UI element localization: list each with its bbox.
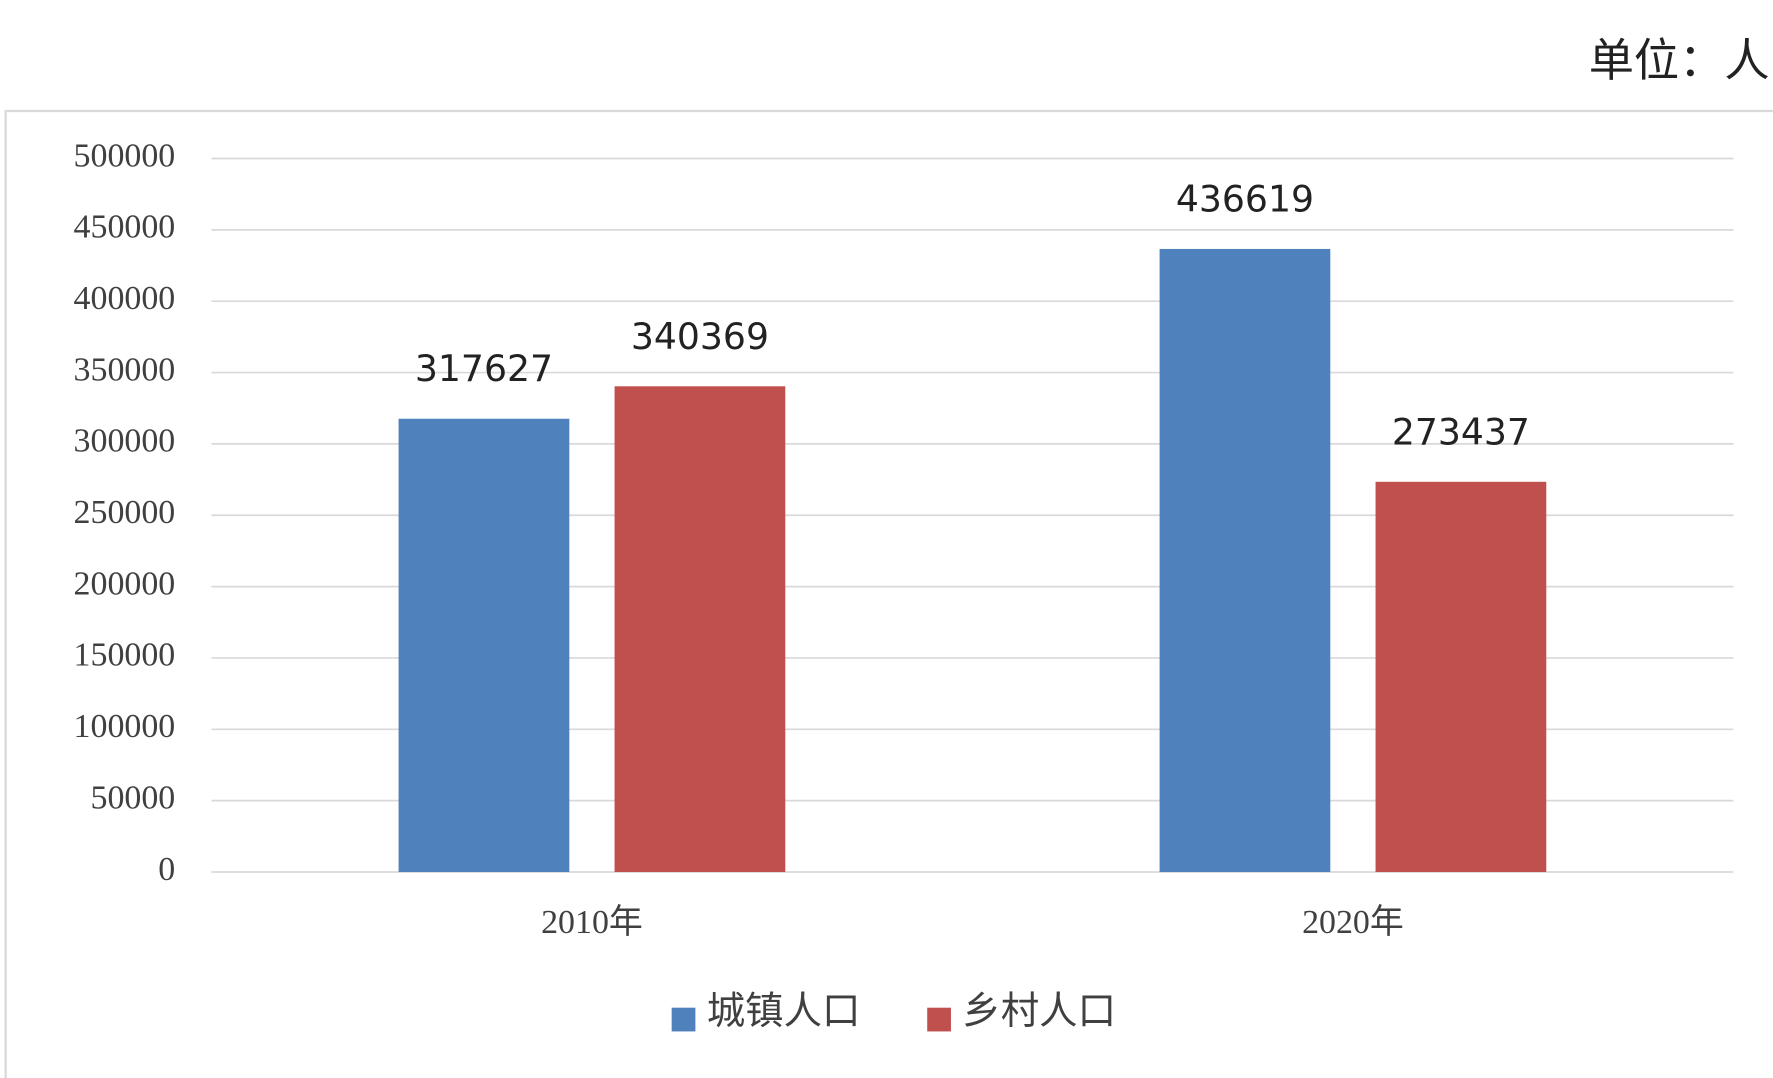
bar: [614, 386, 786, 873]
y-tick-label: 450000: [74, 209, 176, 246]
x-tick-label: 2010年: [541, 903, 643, 941]
legend-swatch: [927, 1007, 951, 1032]
data-label: 273437: [1392, 410, 1530, 453]
y-tick-label: 250000: [74, 494, 176, 531]
y-tick-label: 500000: [74, 137, 176, 174]
y-tick-label: 350000: [74, 351, 176, 388]
x-tick-label: 2020年: [1302, 903, 1404, 941]
bar: [1159, 248, 1331, 873]
data-label: 436619: [1176, 177, 1314, 220]
y-tick-label: 150000: [74, 637, 176, 674]
bar: [1375, 481, 1547, 873]
y-tick-label: 400000: [74, 280, 176, 317]
y-tick-label: 100000: [74, 708, 176, 745]
unit-label: 单位：人: [1589, 34, 1770, 87]
y-tick-label: 200000: [74, 565, 176, 602]
data-label: 340369: [631, 315, 769, 358]
y-tick-label: 0: [158, 851, 175, 888]
legend-label: 城镇人口: [707, 989, 861, 1034]
y-tick-label: 50000: [90, 779, 175, 816]
bar: [398, 418, 570, 873]
legend-label: 乡村人口: [962, 989, 1116, 1034]
data-label: 317627: [415, 347, 553, 390]
legend-swatch: [671, 1007, 696, 1032]
y-tick-label: 300000: [74, 423, 176, 460]
